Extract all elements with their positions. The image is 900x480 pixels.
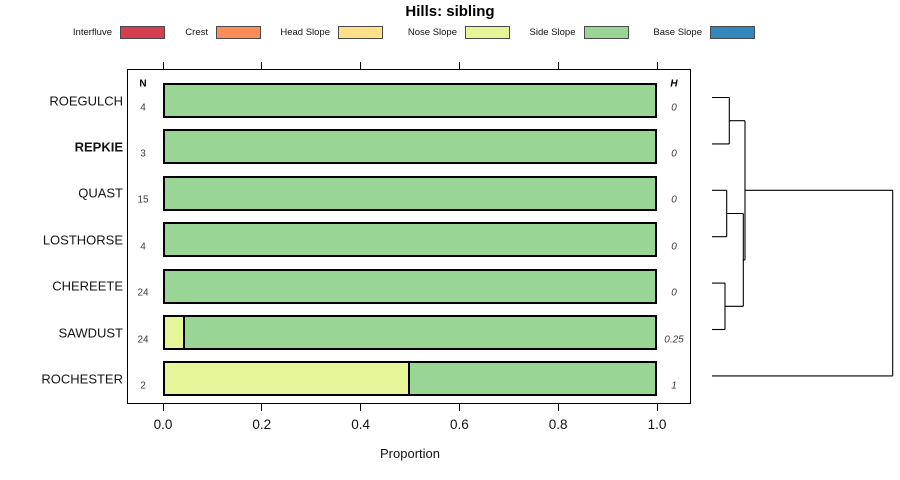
legend-swatch-side-slope (583, 26, 629, 39)
legend-label: Interfluve (72, 27, 112, 38)
row-label: REPKIE (74, 139, 123, 155)
bar-quast (163, 175, 657, 211)
x-tick-top (162, 62, 164, 69)
legend-swatch-interfluve (120, 26, 165, 39)
chart-title: Hills: sibling (405, 3, 495, 20)
bar-repkie (163, 129, 657, 165)
bar-segment-side-slope (165, 85, 655, 116)
bar-roegulch (163, 83, 657, 118)
n-value: 2 (140, 380, 146, 392)
n-value: 3 (140, 148, 146, 160)
bar-segment-side-slope (165, 224, 655, 256)
h-value: 0 (671, 102, 677, 113)
x-tick-top (261, 62, 263, 69)
bar-segment-side-slope (165, 177, 655, 209)
x-axis-title: Proportion (380, 446, 440, 461)
row-label: ROEGULCH (49, 93, 123, 108)
x-tick-top (656, 62, 658, 69)
bar-rochester (163, 361, 657, 397)
row-label: SAWDUST (58, 325, 123, 340)
x-tick-bottom (656, 404, 658, 411)
bar-sawdust (163, 315, 657, 350)
bar-segment-nose-slope (165, 317, 185, 348)
legend-swatch-base-slope (710, 26, 755, 39)
row-label: LOSTHORSE (42, 232, 123, 248)
h-value: 0.25 (664, 334, 684, 345)
x-tick-label: 0.4 (351, 417, 370, 432)
column-header-n: N (139, 78, 147, 90)
bar-segment-nose-slope (165, 363, 410, 395)
legend-swatch-nose-slope (465, 26, 510, 39)
legend-label: Crest (185, 27, 208, 38)
bar-losthorse (163, 222, 657, 258)
h-value: 0 (671, 148, 677, 160)
x-tick-top (557, 62, 559, 69)
x-tick-bottom (162, 404, 164, 411)
x-tick-bottom (458, 404, 460, 411)
h-value: 0 (671, 194, 677, 206)
row-label: ROCHESTER (41, 371, 123, 387)
bar-segment-side-slope (165, 270, 655, 302)
x-tick-label: 0.6 (450, 417, 469, 432)
bar-segment-side-slope (184, 317, 655, 348)
bar-segment-side-slope (410, 363, 655, 395)
bar-chereete (163, 268, 657, 304)
x-tick-bottom (557, 404, 559, 411)
n-value: 24 (137, 334, 149, 345)
x-tick-label: 0.0 (153, 417, 173, 432)
legend-label: Head Slope (280, 27, 330, 38)
legend-label: Base Slope (653, 27, 702, 38)
x-tick-label: 0.2 (252, 417, 272, 432)
h-value: 1 (671, 380, 677, 392)
x-tick-label: 0.8 (548, 417, 568, 432)
h-value: 0 (671, 241, 677, 253)
n-value: 4 (140, 102, 146, 113)
n-value: 24 (137, 287, 149, 299)
n-value: 4 (140, 241, 146, 253)
x-tick-bottom (360, 404, 362, 411)
legend-label: Side Slope (529, 27, 576, 38)
n-value: 15 (137, 194, 149, 206)
x-tick-bottom (261, 404, 263, 411)
bar-segment-side-slope (165, 131, 655, 163)
x-tick-top (458, 62, 460, 69)
row-label: QUAST (78, 185, 123, 201)
row-label: CHEREETE (52, 278, 123, 294)
legend-label: Nose Slope (407, 27, 457, 38)
x-tick-label: 1.0 (647, 417, 667, 432)
h-value: 0 (671, 287, 677, 299)
legend-swatch-head-slope (338, 26, 383, 39)
x-tick-top (360, 62, 362, 69)
column-header-h: H (670, 78, 678, 90)
legend-swatch-crest (216, 26, 261, 39)
